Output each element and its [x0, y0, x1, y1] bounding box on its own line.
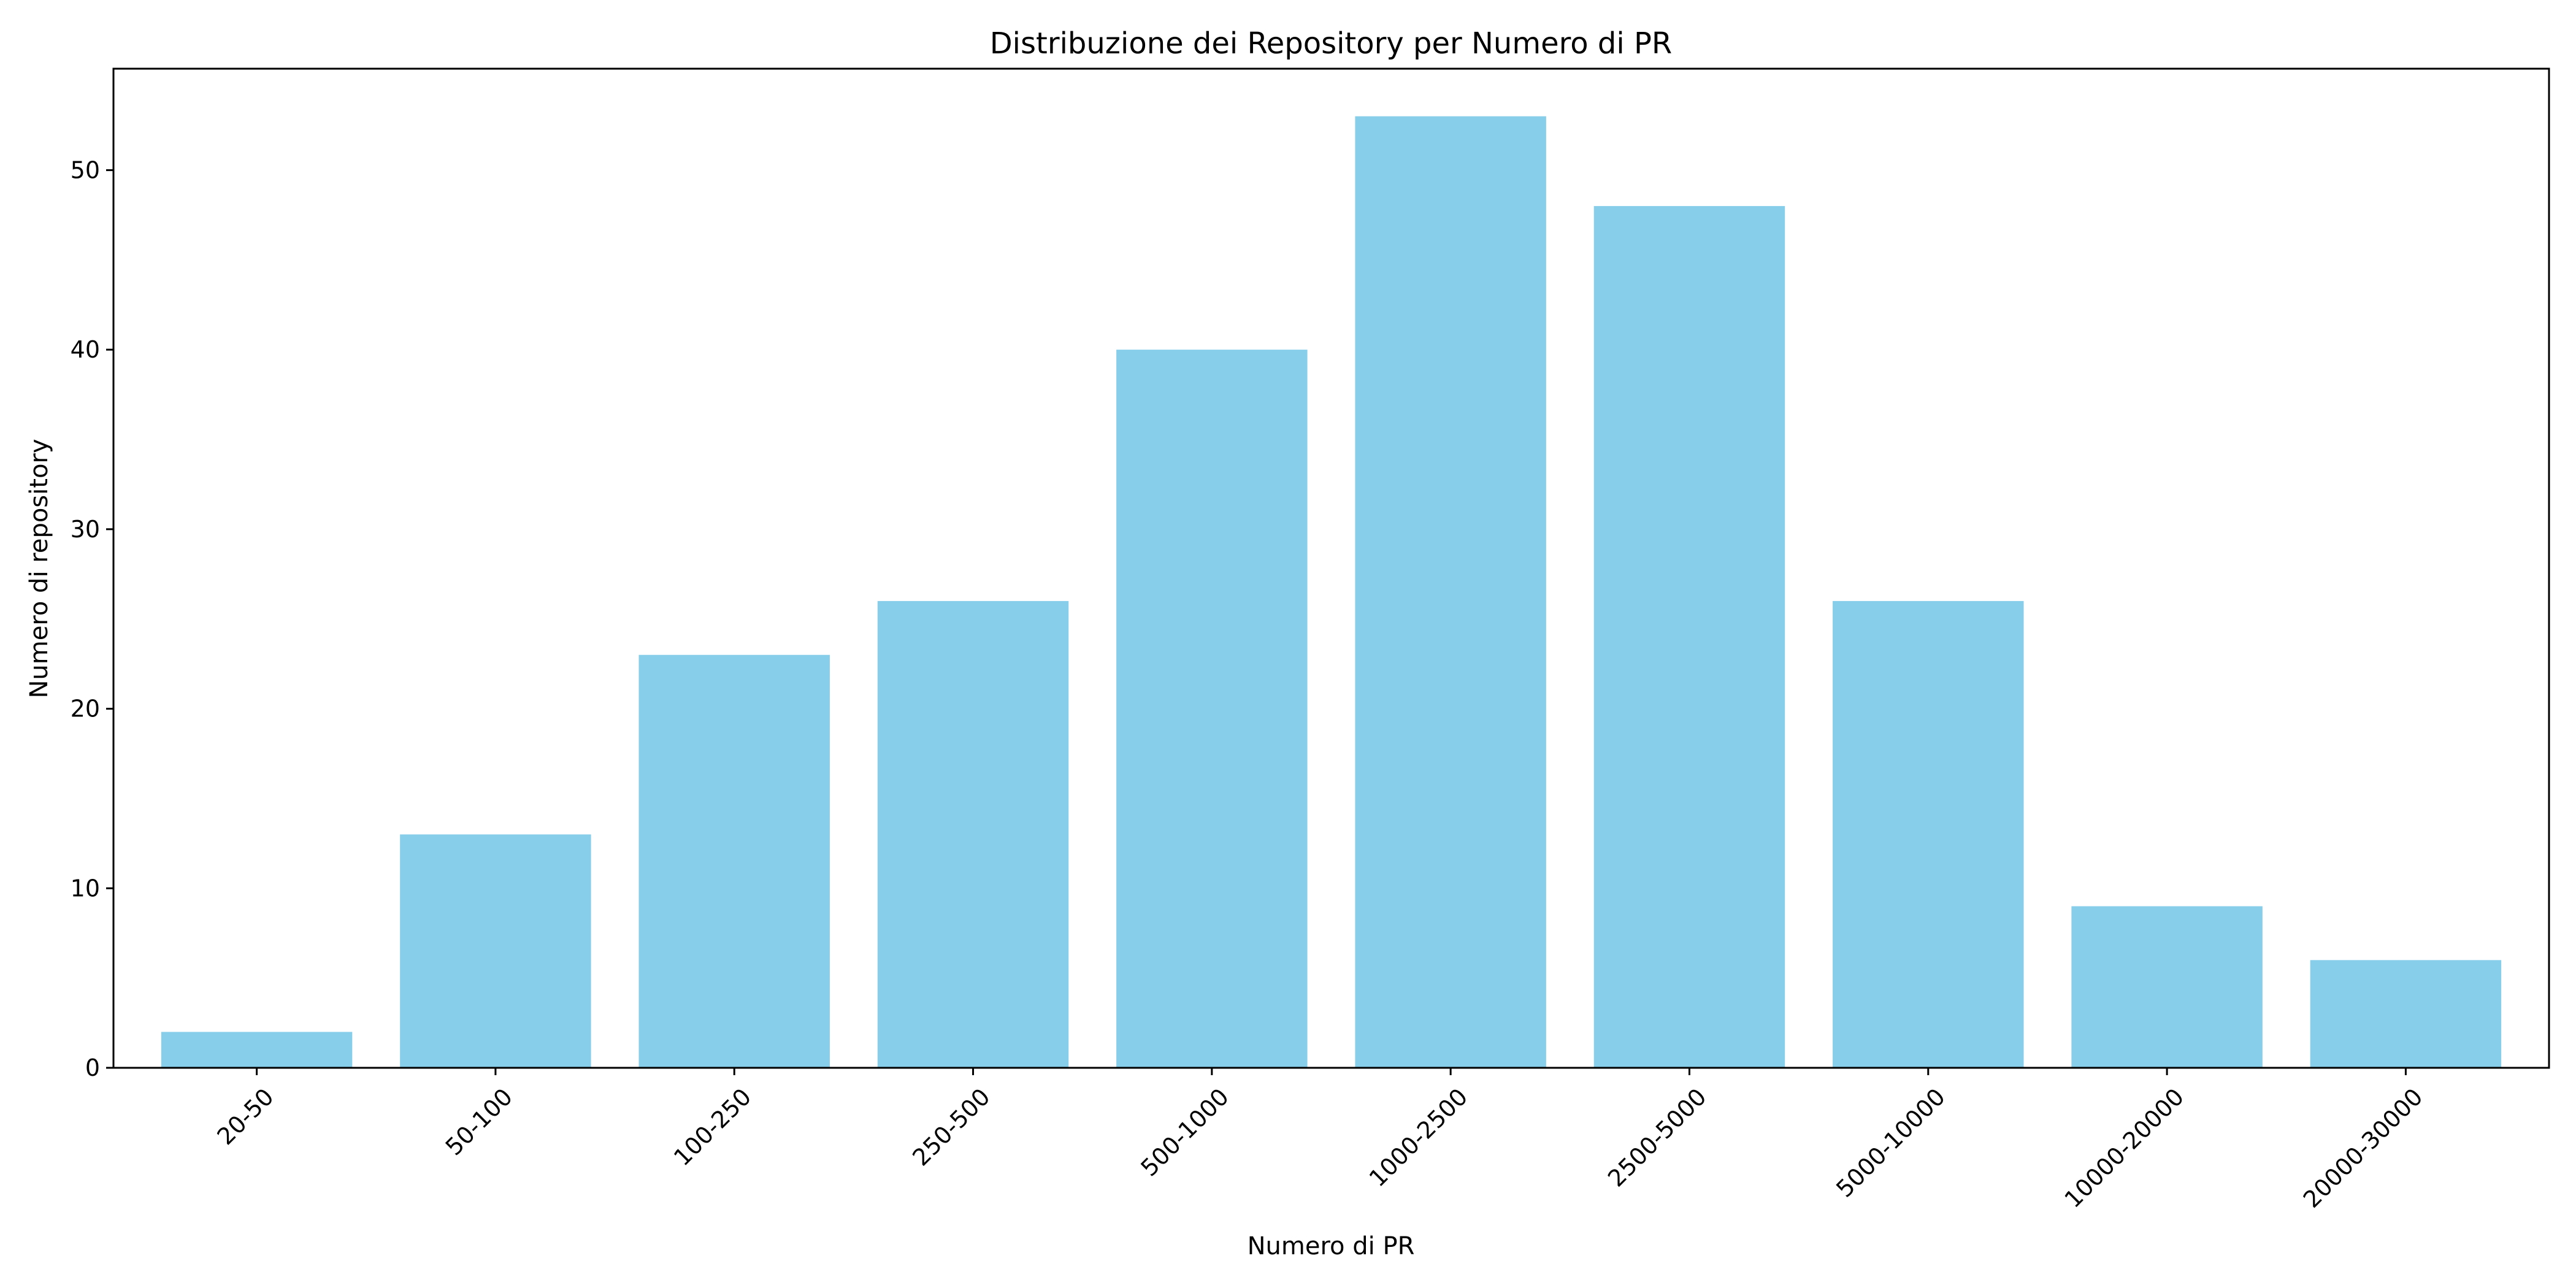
- bar-1000-2500: [1355, 116, 1546, 1068]
- plot-frame: [112, 67, 2550, 1069]
- y-axis-label: Numero di repository: [25, 439, 53, 698]
- bar-2500-5000: [1593, 205, 1785, 1068]
- y-tick-label: 50: [71, 156, 100, 183]
- bar-250-500: [877, 600, 1069, 1068]
- chart-title: Distribuzione dei Repository per Numero …: [990, 26, 1673, 61]
- bar-20-50: [161, 1032, 353, 1068]
- y-tick-label: 0: [85, 1054, 100, 1081]
- y-tick-label: 20: [71, 696, 100, 723]
- bar-10000-20000: [2071, 906, 2263, 1068]
- bar-500-1000: [1116, 350, 1308, 1068]
- bar-20000-30000: [2310, 960, 2502, 1068]
- x-axis-label: Numero di PR: [1248, 1232, 1415, 1260]
- y-tick-label: 30: [71, 516, 100, 543]
- bar-5000-10000: [1833, 600, 2024, 1068]
- y-tick-label: 10: [71, 875, 100, 902]
- y-tick-label: 40: [71, 336, 100, 363]
- bar-50-100: [400, 834, 591, 1068]
- bars-layer: [161, 116, 2502, 1068]
- bar-100-250: [638, 654, 830, 1068]
